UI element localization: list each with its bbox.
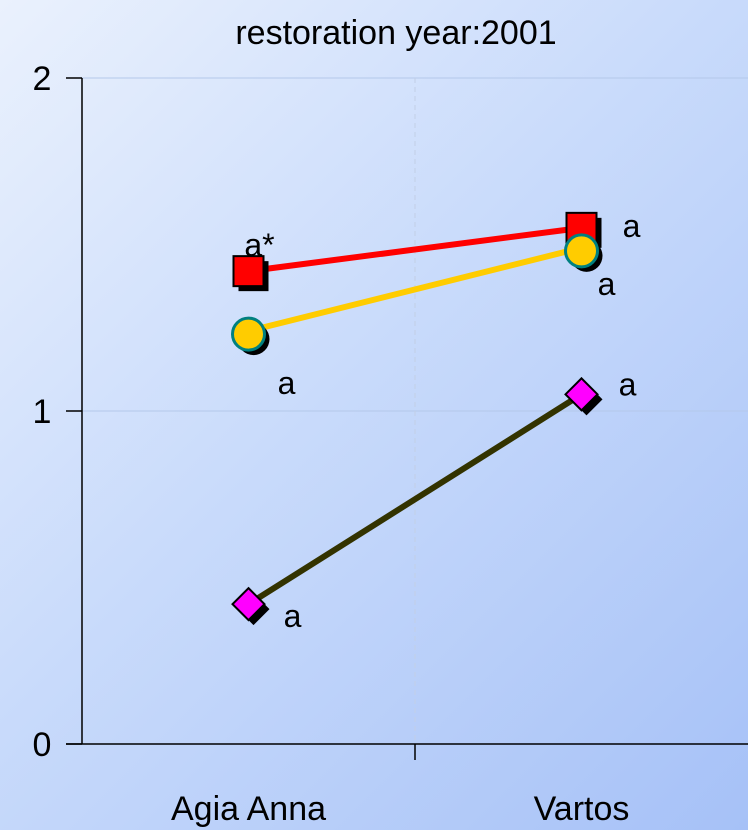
x-tick-label: Agia Anna [171,790,326,828]
square-marker [232,255,265,288]
axes: 0 1 2 Agia Anna Vartos [33,60,748,828]
circle-marker [231,316,266,352]
series-line [245,391,585,608]
series-line [245,224,585,275]
data-label: a [284,598,302,634]
data-label: a [598,266,616,302]
x-tick-label: Vartos [534,790,630,828]
y-tick-label: 1 [33,393,52,431]
series-1 [232,211,602,292]
chart-title: restoration year:2001 [235,14,556,52]
diamond-marker [231,586,266,622]
series-layer [231,211,603,626]
series-2 [231,233,603,356]
y-tick-label: 0 [33,726,52,764]
data-label: a* [244,227,274,263]
series-line [245,244,585,335]
diamond-marker [564,376,599,412]
series-3 [231,376,603,626]
data-label: a [623,208,641,244]
data-label: a [619,366,637,402]
circle-marker [564,233,599,269]
data-label: a [278,365,296,401]
grid [82,77,748,744]
y-tick-label: 2 [33,60,52,98]
